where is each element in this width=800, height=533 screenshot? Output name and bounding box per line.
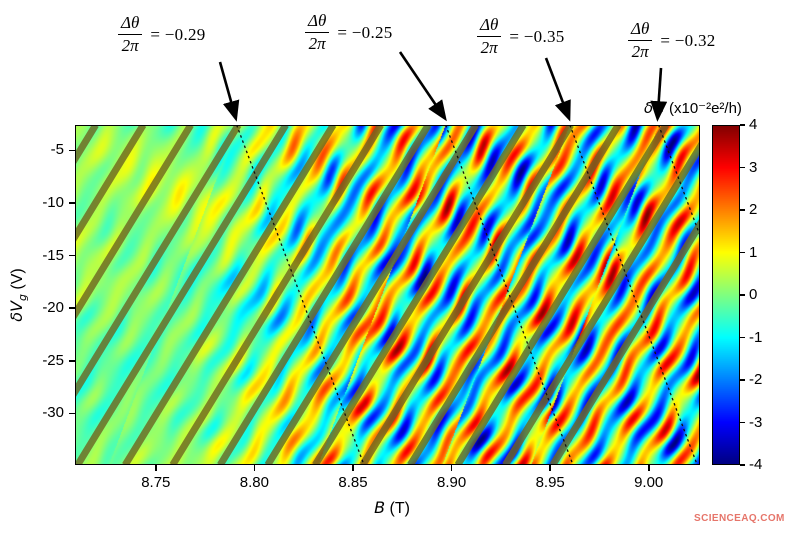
y-tick-label: -20: [42, 299, 64, 317]
x-axis-variable: B: [374, 498, 386, 517]
fraction-denominator: 2π: [308, 34, 326, 54]
colorbar-tick-label: -4: [749, 456, 763, 473]
fraction-numerator: Δθ: [305, 11, 330, 34]
annotation-arrow: [398, 51, 447, 122]
y-tick-mark: [69, 202, 75, 204]
colorbar-tick-label: 3: [749, 158, 758, 176]
colorbar-tick-label: 4: [749, 116, 758, 133]
x-tick-mark: [155, 465, 157, 471]
x-tick-mark: [648, 465, 650, 471]
y-axis-unit: (V): [8, 268, 26, 295]
colorbar-tick-label: -1: [749, 328, 763, 346]
y-tick-label: -10: [42, 193, 64, 211]
x-tick-label: 9.00: [634, 474, 664, 491]
delta-theta-fraction: Δθ 2π: [118, 13, 143, 56]
colorbar-tick-label: -3: [749, 413, 763, 431]
delta-theta-fraction: Δθ 2π: [305, 11, 330, 54]
x-tick-mark: [549, 465, 551, 471]
fraction-numerator: Δθ: [477, 15, 502, 38]
annotation-arrow: [218, 61, 240, 122]
phase-slip-annotation-4: Δθ 2π = −0.32: [628, 19, 716, 62]
colorbar-tick-mark: [740, 336, 745, 339]
colorbar-tick-mark: [740, 251, 745, 254]
phase-slip-annotation-2: Δθ 2π = −0.25: [305, 11, 393, 54]
y-tick-mark: [69, 412, 75, 415]
colorbar-tick-mark: [740, 209, 745, 211]
delta-theta-fraction: Δθ 2π: [477, 15, 502, 58]
phase-slip-value: = −0.35: [509, 26, 565, 46]
colorbar-tick-mark: [740, 379, 745, 381]
x-tick-label: 8.90: [436, 474, 467, 491]
phase-slip-value: = −0.29: [150, 24, 206, 44]
colorbar-tick-label: 2: [749, 201, 758, 218]
annotation-arrows: [218, 51, 668, 122]
colorbar-tick-mark: [740, 421, 745, 424]
colorbar-unit: (x10⁻²e²/h): [664, 100, 742, 117]
fraction-denominator: 2π: [480, 38, 498, 58]
x-tick-label: 8.85: [338, 474, 368, 491]
colorbar-tick-mark: [740, 294, 745, 296]
y-tick-mark: [69, 360, 75, 362]
y-tick-label: -30: [42, 404, 64, 422]
y-tick-label: -25: [42, 351, 64, 369]
x-axis-label: B (T): [337, 498, 447, 518]
phase-slip-value: = −0.25: [337, 22, 393, 42]
phase-slip-annotation-3: Δθ 2π = −0.35: [477, 15, 565, 58]
x-tick-label: 8.95: [535, 474, 565, 491]
phase-slip-annotation-1: Δθ 2π = −0.29: [118, 13, 206, 56]
x-tick-mark: [352, 465, 354, 471]
watermark: SCIENCEAQ.COM: [694, 513, 785, 524]
heatmap: [75, 125, 700, 465]
colorbar-tick-label: 0: [749, 286, 758, 303]
colorbar: [712, 125, 740, 465]
colorbar-label: δG (x10⁻²e²/h): [644, 99, 742, 117]
colorbar-tick-label: 1: [749, 243, 758, 261]
fraction-numerator: Δθ: [628, 19, 653, 42]
y-tick-label: -15: [42, 246, 64, 264]
phase-slip-value: = −0.32: [660, 30, 716, 50]
delta-theta-fraction: Δθ 2π: [628, 19, 653, 62]
colorbar-variable: δG: [644, 99, 665, 117]
x-tick-mark: [253, 465, 256, 471]
colorbar-tick-mark: [740, 124, 745, 126]
x-tick-label: 8.75: [141, 474, 171, 491]
colorbar-tick-mark: [740, 166, 745, 169]
y-tick-mark: [69, 307, 75, 309]
x-tick-label: 8.80: [239, 474, 269, 491]
y-tick-label: -5: [50, 141, 64, 159]
colorbar-tick-mark: [740, 464, 745, 466]
colorbar-tick-label: -2: [749, 371, 763, 388]
fraction-denominator: 2π: [121, 36, 139, 56]
fraction-numerator: Δθ: [118, 13, 143, 36]
y-tick-mark: [69, 254, 75, 257]
annotation-arrow: [544, 57, 571, 122]
fraction-denominator: 2π: [631, 42, 649, 62]
x-tick-mark: [450, 465, 453, 471]
x-axis-unit: (T): [385, 500, 410, 517]
y-tick-mark: [69, 149, 75, 151]
